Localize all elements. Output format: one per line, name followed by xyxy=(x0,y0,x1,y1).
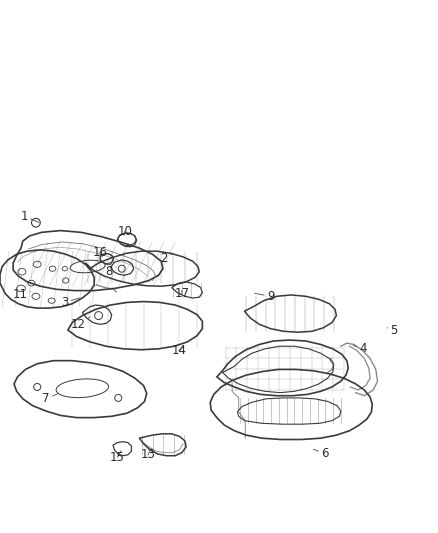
Text: 7: 7 xyxy=(42,392,59,405)
Text: 13: 13 xyxy=(141,448,155,462)
Text: 15: 15 xyxy=(110,450,125,464)
Text: 4: 4 xyxy=(353,342,367,356)
Text: 8: 8 xyxy=(105,265,115,278)
Text: 5: 5 xyxy=(387,324,398,336)
Text: 11: 11 xyxy=(12,288,30,302)
Text: 1: 1 xyxy=(20,209,39,223)
Text: 9: 9 xyxy=(254,290,275,303)
Text: 10: 10 xyxy=(117,225,132,238)
Text: 16: 16 xyxy=(92,246,107,259)
Text: 14: 14 xyxy=(171,344,186,357)
Text: 6: 6 xyxy=(314,448,329,461)
Text: 3: 3 xyxy=(61,296,80,309)
Text: 17: 17 xyxy=(174,287,189,300)
Text: 2: 2 xyxy=(160,252,173,265)
Text: 12: 12 xyxy=(71,317,90,331)
